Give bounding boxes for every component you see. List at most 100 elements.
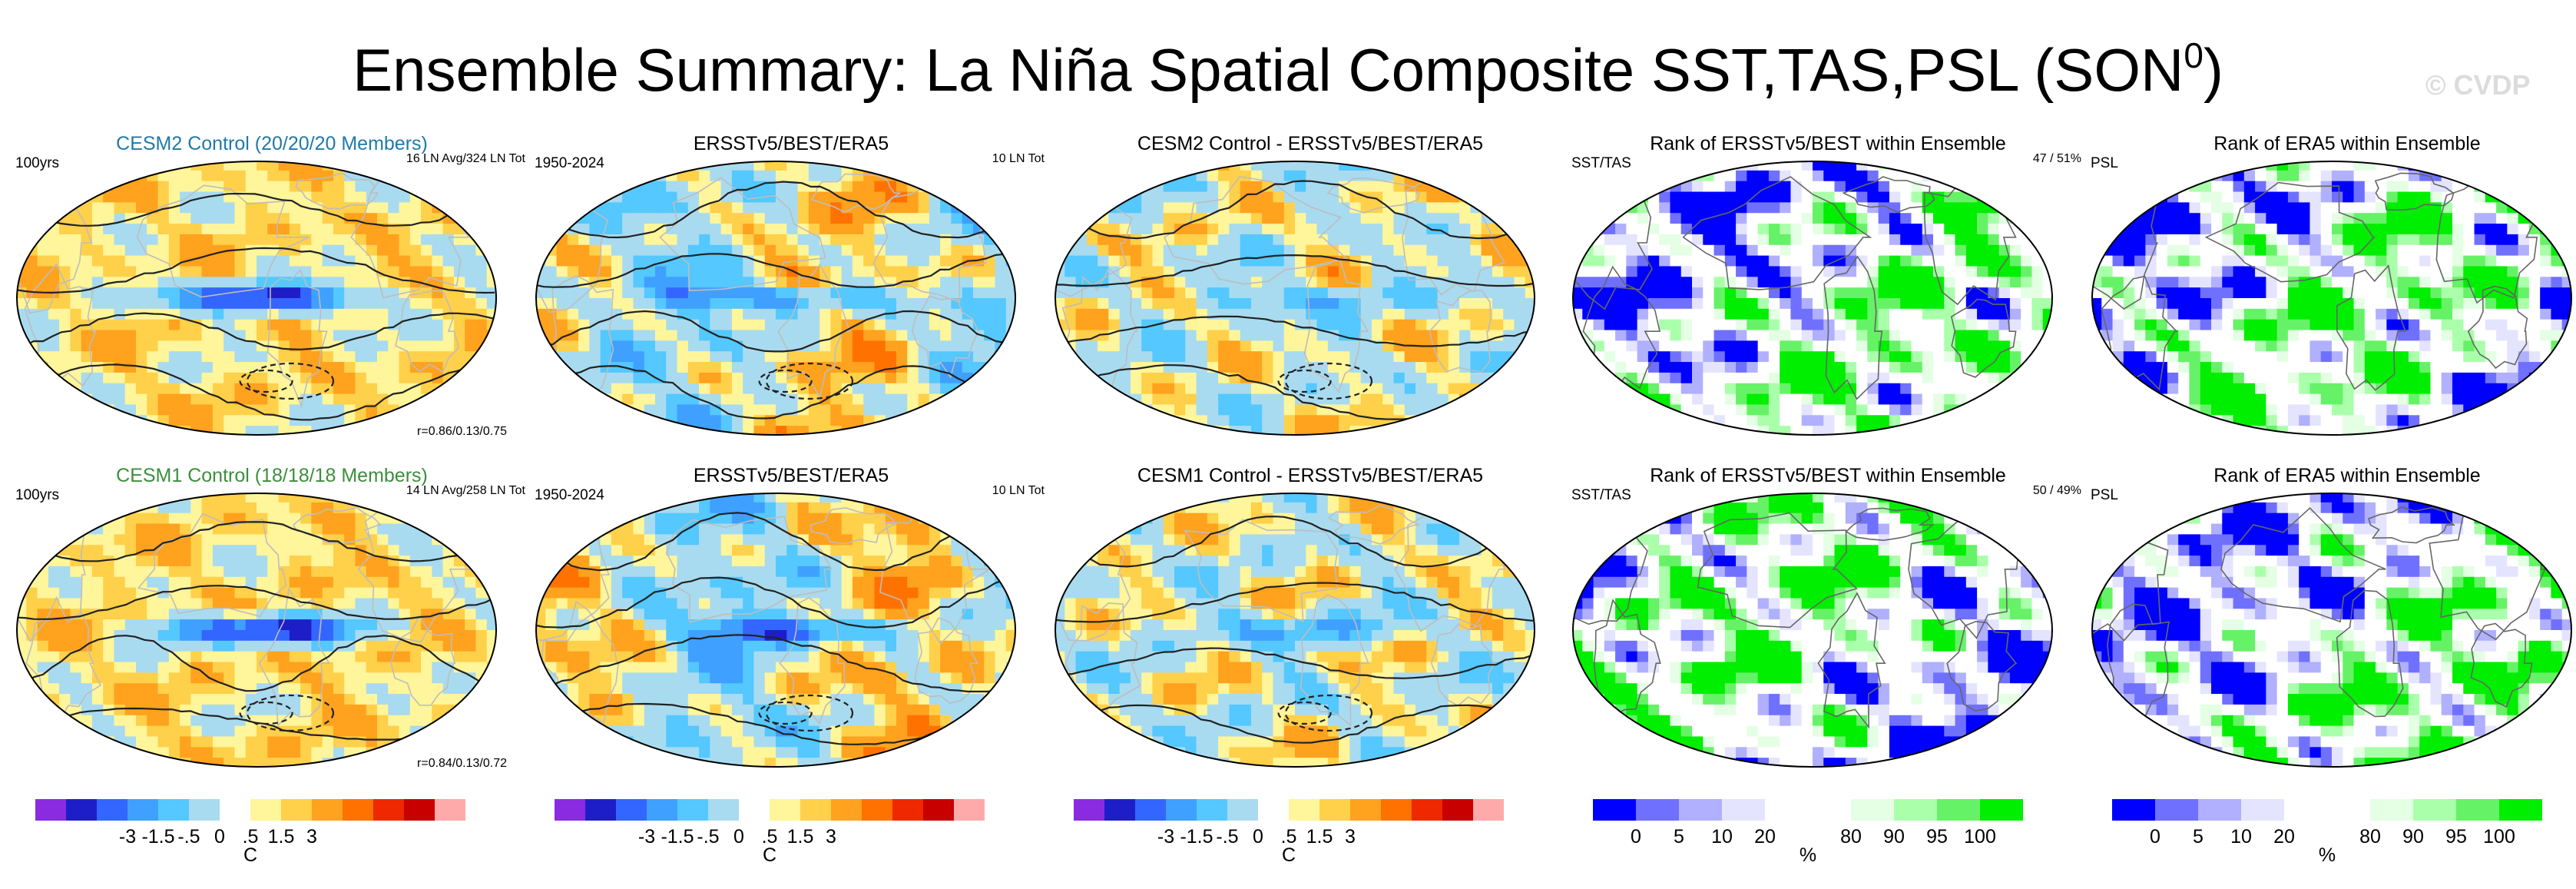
- field-cell: [2551, 170, 2563, 182]
- field-cell: [147, 383, 159, 395]
- field-cell: [951, 213, 963, 224]
- field-cell: [486, 224, 496, 235]
- field-cell: [556, 202, 568, 214]
- field-cell: [1141, 319, 1154, 331]
- field-cell: [37, 170, 49, 182]
- field-cell: [190, 415, 203, 426]
- field-cell: [863, 308, 876, 320]
- field-cell: [1437, 393, 1449, 406]
- field-cell: [257, 298, 268, 310]
- field-cell: [1240, 404, 1252, 416]
- field-cell: [1955, 277, 1967, 288]
- field-cell: [1626, 170, 1638, 182]
- field-cell: [1834, 340, 1846, 352]
- field-cell: [1582, 287, 1594, 299]
- field-cell: [1141, 383, 1154, 395]
- field-cell: [2376, 191, 2387, 203]
- field-cell: [190, 372, 203, 384]
- field-cell: [1437, 202, 1449, 214]
- field-cell: [589, 298, 601, 310]
- field-cell: [180, 298, 191, 310]
- field-cell: [442, 351, 455, 363]
- field-cell: [1889, 415, 1901, 426]
- field-cell: [1867, 340, 1879, 352]
- field-cell: [114, 191, 126, 203]
- field-cell: [1834, 277, 1846, 288]
- field-cell: [995, 362, 1007, 373]
- field-cell: [1573, 287, 1583, 299]
- field-cell: [1130, 372, 1142, 384]
- field-cell: [1119, 298, 1131, 310]
- field-cell: [190, 181, 203, 193]
- field-cell: [1933, 308, 1945, 320]
- field-cell: [1360, 161, 1372, 171]
- field-cell: [2178, 224, 2190, 235]
- field-cell: [48, 244, 60, 257]
- field-cell: [1944, 383, 1956, 395]
- field-cell: [234, 308, 247, 320]
- field-cell: [1615, 266, 1627, 277]
- field-cell: [2364, 202, 2376, 214]
- field-cell: [1680, 181, 1693, 193]
- field-cell: [103, 255, 115, 267]
- field-cell: [687, 319, 700, 331]
- field-cell: [1250, 234, 1263, 246]
- field-cell: [453, 287, 465, 299]
- field-cell: [1834, 404, 1846, 416]
- field-cell: [399, 351, 411, 363]
- field-cell: [1977, 170, 1988, 182]
- field-cell: [2452, 213, 2464, 224]
- field-cell: [2528, 202, 2541, 214]
- field-cell: [556, 404, 568, 416]
- field-cell: [257, 191, 268, 203]
- field-cell: [201, 298, 214, 310]
- field-cell: [1780, 351, 1792, 363]
- field-cell: [1086, 319, 1098, 331]
- field-cell: [1492, 426, 1504, 435]
- field-cell: [465, 202, 477, 214]
- field-cell: [2386, 224, 2399, 235]
- field-cell: [1437, 191, 1449, 203]
- field-cell: [257, 181, 268, 193]
- field-cell: [962, 362, 974, 373]
- field-cell: [344, 181, 356, 193]
- field-cell: [1448, 161, 1460, 171]
- field-cell: [1889, 340, 1901, 352]
- field-cell: [885, 202, 897, 214]
- field-cell: [2021, 191, 2033, 203]
- field-cell: [1250, 244, 1263, 257]
- field-cell: [1339, 287, 1350, 299]
- field-cell: [136, 383, 147, 395]
- field-cell: [2021, 404, 2033, 416]
- field-cell: [421, 351, 432, 363]
- field-cell: [984, 383, 996, 395]
- field-cell: [786, 415, 799, 426]
- field-cell: [2101, 213, 2114, 224]
- field-cell: [1459, 266, 1471, 277]
- field-cell: [1670, 330, 1682, 341]
- field-cell: [2189, 161, 2201, 171]
- field-cell: [1327, 287, 1339, 299]
- field-cell: [1492, 287, 1504, 299]
- field-cell: [1174, 161, 1186, 171]
- field-cell: [1604, 298, 1616, 310]
- field-cell: [103, 330, 115, 341]
- field-cell: [103, 393, 115, 406]
- field-cell: [212, 351, 224, 363]
- field-cell: [1005, 298, 1015, 310]
- field-cell: [1339, 202, 1350, 214]
- field-cell: [589, 244, 601, 257]
- field-cell: [2134, 191, 2146, 203]
- field-cell: [2233, 181, 2245, 193]
- field-cell: [1834, 181, 1846, 193]
- field-cell: [421, 202, 432, 214]
- field-cell: [1604, 234, 1616, 246]
- field-cell: [1055, 383, 1065, 395]
- field-cell: [1514, 255, 1526, 267]
- field-cell: [984, 372, 996, 384]
- field-cell: [874, 298, 886, 310]
- field-cell: [1878, 308, 1890, 320]
- field-cell: [1207, 340, 1219, 352]
- field-cell: [201, 224, 214, 235]
- field-cell: [1582, 266, 1594, 277]
